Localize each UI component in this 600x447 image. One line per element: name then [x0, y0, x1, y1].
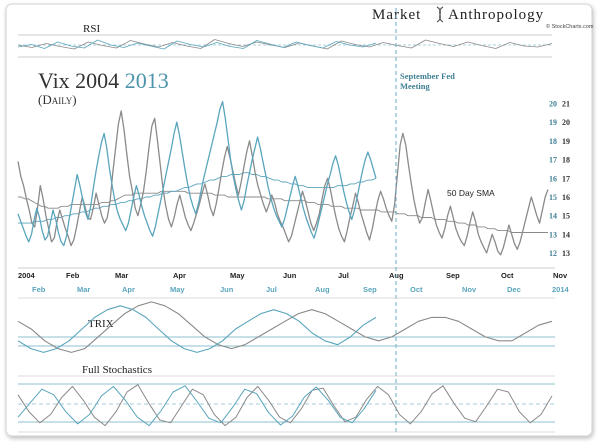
- y-tick-2004: 14: [562, 230, 570, 239]
- y-tick-2013: 13: [549, 230, 557, 239]
- x-tick-2004: Feb: [66, 271, 80, 280]
- x-tick-2013: Feb: [32, 285, 46, 294]
- x-tick-2013: May: [170, 285, 185, 294]
- x-labels-2013: Feb Mar Apr May Jun Jul Aug Sep Oct Nov Dec 2014: [32, 285, 570, 294]
- trix-2004-line: [17, 301, 553, 353]
- x-tick-2013: Dec: [507, 285, 521, 294]
- x-tick-2004: Jul: [338, 271, 349, 280]
- x-tick-2004: Apr: [173, 271, 186, 280]
- rsi-panel: RSI: [17, 23, 553, 58]
- vix-2013-line: [17, 100, 377, 247]
- y-tick-2013: 12: [549, 249, 557, 258]
- brand-credit: © StockCharts.com: [546, 23, 594, 30]
- main-title-years: Vix 2004: [38, 68, 119, 93]
- y-tick-2013: 20: [549, 100, 557, 109]
- x-tick-2004: Aug: [389, 271, 404, 280]
- y-tick-2004: 16: [562, 193, 570, 202]
- vix-series: [17, 100, 549, 256]
- stoch-2004-line: [17, 384, 553, 427]
- brand-word-market: Market: [372, 7, 421, 23]
- stoch-2013-line: [17, 385, 377, 427]
- y-tick-2013: 16: [549, 174, 557, 183]
- main-title: Vix 2004 2013: [38, 68, 169, 93]
- stochastics-title: Full Stochastics: [82, 364, 152, 376]
- y-tick-2013: 15: [549, 193, 557, 202]
- y-tick-2004: 17: [562, 174, 570, 183]
- x-tick-2013: Nov: [462, 285, 477, 294]
- x-tick-2004: Nov: [553, 271, 568, 280]
- rsi-title: RSI: [83, 23, 100, 35]
- main-subtitle: (Daily): [38, 92, 77, 107]
- y-ticks-2004: 13 14 15 16 17 18 19 20 21: [562, 100, 570, 259]
- y-tick-2004: 18: [562, 156, 570, 165]
- y-tick-2013: 18: [549, 137, 557, 146]
- x-tick-2004: Oct: [501, 271, 514, 280]
- x-tick-2013: 2014: [552, 285, 570, 294]
- x-tick-2013: Oct: [410, 285, 423, 294]
- x-tick-2013: Apr: [122, 285, 135, 294]
- x-labels-2004: 2004 Feb Mar Apr May Jun Jul Aug Sep Oct Nov: [18, 271, 568, 280]
- x-tick-2004: Jun: [283, 271, 297, 280]
- vix-2004-line: [17, 110, 549, 256]
- x-tick-2013: Sep: [363, 285, 377, 294]
- x-tick-2013: Jun: [220, 285, 234, 294]
- trix-panel: TRIX: [17, 297, 555, 353]
- fed-annotation-line1: September Fed: [400, 71, 455, 81]
- fed-annotation-line2: Meeting: [400, 81, 430, 91]
- x-tick-2004: Sep: [446, 271, 460, 280]
- sma-annotation: 50 Day SMA: [447, 188, 495, 198]
- y-tick-2013: 17: [549, 156, 557, 165]
- y-tick-2013: 19: [549, 118, 557, 127]
- rsi-2013-line: [17, 39, 377, 50]
- main-title-accent: 2013: [125, 68, 169, 93]
- sma-2004-line: [18, 190, 548, 233]
- dna-helix-icon: [436, 6, 444, 23]
- trix-title: TRIX: [88, 318, 114, 330]
- x-tick-2013: Mar: [77, 285, 90, 294]
- y-ticks-2013: 12 13 14 15 16 17 18 19 20: [549, 100, 557, 259]
- trix-series: [17, 301, 553, 353]
- stochastics-series: [17, 384, 553, 427]
- stochastics-panel: Full Stochastics: [17, 364, 555, 433]
- rsi-series: [17, 39, 553, 50]
- x-tick-2004: Mar: [115, 271, 128, 280]
- y-tick-2004: 20: [562, 118, 570, 127]
- rsi-2004-line: [17, 39, 553, 50]
- chart-card: [5, 3, 593, 437]
- y-tick-2004: 21: [562, 100, 570, 109]
- y-tick-2004: 19: [562, 137, 570, 146]
- x-tick-2013: Aug: [315, 285, 330, 294]
- y-tick-2013: 14: [549, 212, 557, 221]
- x-tick-2004: 2004: [18, 271, 36, 280]
- x-tick-2004: May: [230, 271, 245, 280]
- sma-2013-line: [18, 172, 377, 224]
- vix-main-panel: 13 14 15 16 17 18 19 20 21 12 13 14 15 16 17 18 19 20 20…: [17, 100, 570, 294]
- brand-word-anthropology: Anthropology: [448, 7, 544, 23]
- y-tick-2004: 13: [562, 249, 570, 258]
- trix-2013-line: [17, 305, 377, 353]
- y-tick-2004: 15: [562, 212, 570, 221]
- x-tick-2013: Jul: [266, 285, 277, 294]
